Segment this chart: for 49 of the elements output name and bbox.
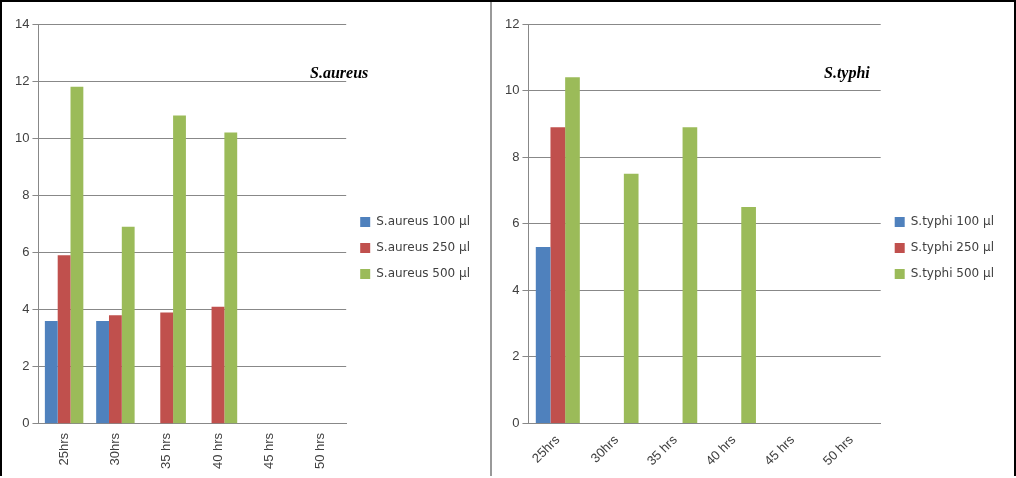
bar (741, 207, 756, 423)
text: S.typhi (824, 64, 870, 82)
x-tick-label: 45 hrs (761, 431, 798, 469)
y-tick-label: 2 (512, 348, 520, 364)
legend-label: S.typhi 250 µl (910, 240, 994, 255)
y-tick-label: 12 (504, 15, 520, 31)
bar (682, 127, 698, 423)
y-tick-label: 12 (14, 72, 30, 88)
bar (550, 127, 566, 423)
bar (623, 173, 639, 423)
y-tick-label: 4 (22, 301, 30, 317)
x-tick-label: 30hrs (106, 432, 122, 466)
y-tick-label: 4 (512, 281, 520, 297)
y-tick-label: 8 (22, 186, 30, 202)
legend-label: S.typhi 100 µl (910, 214, 994, 229)
legend-label: S.aureus 500 µl (376, 266, 471, 281)
legend-label: S.aureus 250 µl (376, 240, 471, 255)
x-tick-label: 35 hrs (158, 432, 174, 470)
y-tick-label: 8 (512, 148, 520, 164)
x-tick-label: 50 hrs (312, 432, 328, 470)
x-tick-label: 40 hrs (209, 432, 225, 470)
legend-label: S.typhi 500 µl (910, 266, 994, 281)
y-tick-label: 6 (512, 215, 520, 231)
bar (70, 86, 84, 424)
x-tick-label: 45 hrs (260, 432, 276, 470)
bar (565, 77, 580, 423)
bar (57, 255, 71, 424)
bar (96, 321, 109, 424)
y-tick-label: 14 (14, 15, 30, 31)
bar (108, 315, 122, 424)
y-tick-label: 6 (22, 244, 30, 260)
x-tick-label: 25hrs (55, 432, 71, 466)
bar (173, 115, 186, 424)
x-tick-label: 50 hrs (819, 431, 857, 469)
bar (160, 312, 174, 424)
bar (211, 306, 225, 424)
bar (224, 132, 238, 424)
bar (44, 321, 58, 424)
x-tick-label: 40 hrs (702, 431, 739, 469)
y-tick-label: 0 (22, 415, 30, 431)
bar (535, 247, 551, 423)
y-tick-label: 0 (512, 415, 520, 430)
bar (121, 226, 135, 424)
text: S.aureus (310, 64, 369, 82)
y-tick-label: 10 (504, 82, 520, 98)
y-tick-label: 2 (22, 358, 30, 374)
y-tick-label: 10 (14, 129, 30, 145)
legend-label: S.aureus 100 µl (376, 214, 471, 229)
x-tick-label: 35 hrs (643, 431, 681, 469)
